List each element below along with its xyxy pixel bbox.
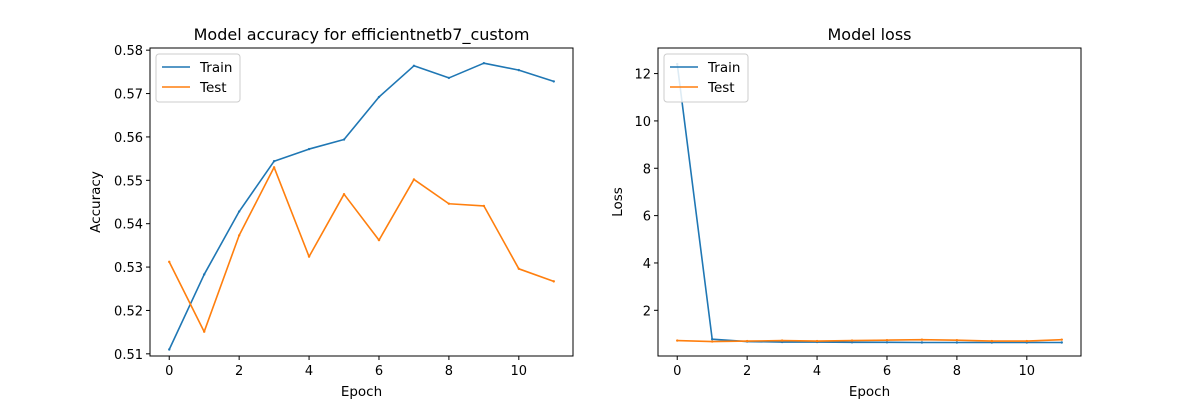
loss-ytick-label: 10	[634, 115, 651, 130]
accuracy-train-point	[237, 210, 241, 213]
loss-series-test-line	[677, 338, 1062, 343]
loss-xtick-label: 4	[813, 364, 821, 379]
accuracy-series-train-line	[168, 62, 555, 350]
accuracy-ytick-label: 0.55	[114, 174, 143, 189]
accuracy-train-point	[307, 147, 311, 151]
loss-test-point	[780, 339, 784, 342]
accuracy-test-point	[342, 192, 346, 196]
accuracy-test-point	[412, 178, 416, 181]
loss-test-point	[745, 339, 749, 343]
loss-ytick-label: 12	[634, 68, 651, 83]
accuracy-train-point	[342, 138, 346, 141]
loss-test-point	[990, 339, 994, 343]
accuracy-train-point	[377, 95, 381, 99]
accuracy-train-point	[412, 64, 416, 67]
accuracy-test-point	[552, 280, 555, 283]
loss-legend-box	[663, 53, 749, 103]
loss-xtick-label: 10	[1019, 364, 1036, 379]
accuracy-test-point	[202, 330, 206, 333]
accuracy-test-point	[168, 260, 171, 264]
accuracy-train-point	[168, 348, 171, 351]
accuracy-ytick-label: 0.54	[114, 218, 143, 233]
loss-xtick-label: 0	[673, 364, 681, 379]
loss-train-point	[850, 341, 854, 344]
accuracy-chart-title: Model accuracy for efficientnetb7_custom	[194, 25, 530, 45]
accuracy-legend-label-train: Train	[199, 60, 232, 76]
accuracy-test-point	[377, 238, 381, 242]
accuracy-test-point	[517, 267, 521, 271]
loss-legend: Train Test	[663, 53, 749, 103]
accuracy-test-point	[307, 255, 311, 258]
accuracy-test-point	[482, 204, 486, 208]
loss-test-point	[885, 338, 889, 342]
accuracy-ytick-label: 0.57	[114, 88, 143, 103]
accuracy-xtick-label: 4	[305, 364, 313, 379]
loss-test-point	[920, 338, 924, 341]
accuracy-legend-box	[155, 53, 241, 103]
accuracy-ytick-label: 0.52	[114, 304, 143, 319]
loss-legend-label-test: Test	[707, 80, 735, 96]
accuracy-series-test-line	[168, 166, 555, 333]
loss-train-point	[885, 341, 889, 344]
loss-x-axis-label: Epoch	[849, 384, 890, 400]
accuracy-xtick-label: 10	[511, 364, 528, 379]
loss-test-point	[1060, 338, 1063, 341]
loss-test-point	[1025, 339, 1029, 343]
loss-xtick-label: 8	[953, 364, 961, 379]
loss-test-point	[676, 339, 679, 342]
accuracy-y-axis-label: Accuracy	[88, 171, 104, 233]
accuracy-xtick-label: 2	[235, 364, 243, 379]
loss-test-point	[850, 339, 854, 342]
accuracy-train-point	[202, 273, 206, 276]
accuracy-test-point	[272, 166, 276, 169]
accuracy-train-point	[447, 76, 451, 80]
loss-train-point	[955, 341, 959, 344]
loss-train-point	[920, 341, 924, 344]
accuracy-train-point	[272, 160, 276, 163]
loss-ytick-label: 6	[643, 210, 651, 225]
accuracy-train-point	[517, 68, 521, 72]
accuracy-legend-label-test: Test	[199, 80, 227, 96]
accuracy-train-point	[482, 61, 486, 65]
loss-ytick-label: 8	[643, 162, 651, 177]
accuracy-legend: Train Test	[155, 53, 241, 103]
loss-ytick-label: 2	[643, 304, 651, 319]
loss-ytick-label: 4	[643, 257, 651, 272]
loss-test-point	[710, 340, 714, 343]
loss-legend-label-train: Train	[707, 60, 740, 76]
accuracy-test-point	[447, 202, 451, 205]
loss-xtick-label: 2	[743, 364, 751, 379]
accuracy-ytick-label: 0.58	[114, 44, 143, 59]
accuracy-xtick-label: 8	[445, 364, 453, 379]
accuracy-ytick-label: 0.53	[114, 261, 143, 276]
accuracy-ytick-label: 0.56	[114, 131, 143, 146]
accuracy-x-axis-label: Epoch	[341, 384, 382, 400]
loss-train-point	[1060, 341, 1063, 344]
loss-y-axis-label: Loss	[610, 187, 626, 217]
accuracy-xtick-label: 6	[375, 364, 383, 379]
accuracy-chart: 0 2 4 6 8 10 0.51 0.52 0.53 0.54 0.55 0.56 0.57 0.58 M…	[88, 25, 574, 400]
accuracy-test-point	[237, 234, 241, 237]
loss-chart-title: Model loss	[827, 25, 911, 44]
loss-test-point	[815, 339, 819, 343]
accuracy-ytick-label: 0.51	[114, 348, 143, 363]
loss-test-point	[955, 338, 959, 342]
accuracy-xtick-label: 0	[165, 364, 173, 379]
loss-train-point	[710, 337, 714, 341]
loss-xtick-label: 6	[883, 364, 891, 379]
accuracy-train-point	[552, 80, 555, 83]
